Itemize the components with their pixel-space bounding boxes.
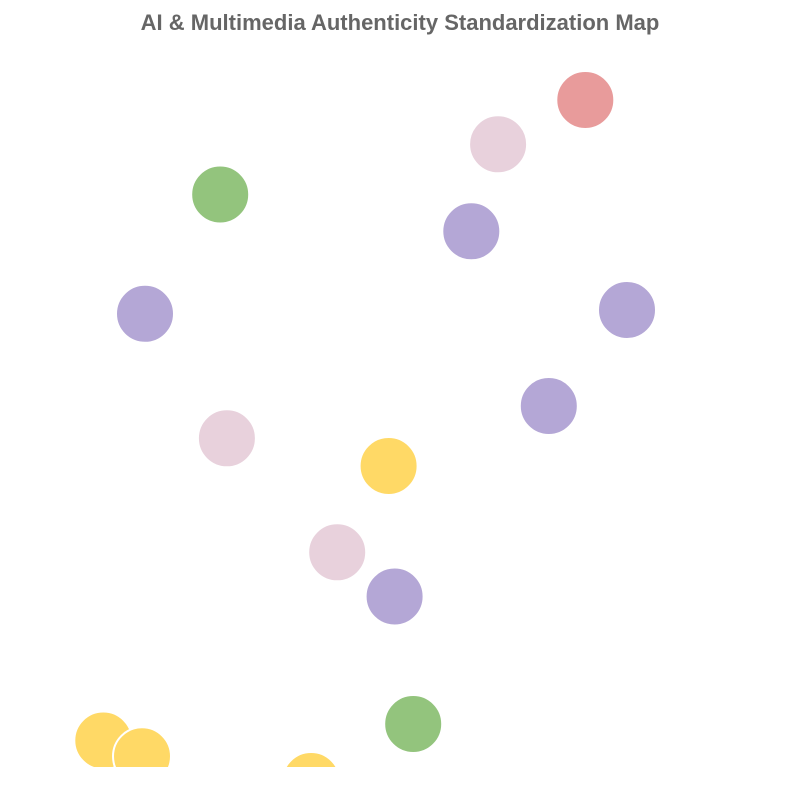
points-layer [73,70,657,800]
scatter-point[interactable] [364,566,425,627]
chart-title: AI & Multimedia Authenticity Standardiza… [140,10,660,35]
scatter-point[interactable] [282,751,340,800]
scatter-point[interactable] [518,376,579,436]
scatter-point[interactable] [358,436,419,496]
scatter-point[interactable] [196,408,257,469]
scatter-point[interactable] [190,164,251,225]
scatter-point[interactable] [383,694,444,754]
scatter-point[interactable] [112,726,172,785]
scatter-point[interactable] [115,283,175,344]
scatter-point[interactable] [468,114,529,175]
scatter-point[interactable] [597,280,657,340]
scatter-point[interactable] [307,522,368,583]
scatter-point[interactable] [441,201,502,262]
scatter-point[interactable] [555,70,616,130]
